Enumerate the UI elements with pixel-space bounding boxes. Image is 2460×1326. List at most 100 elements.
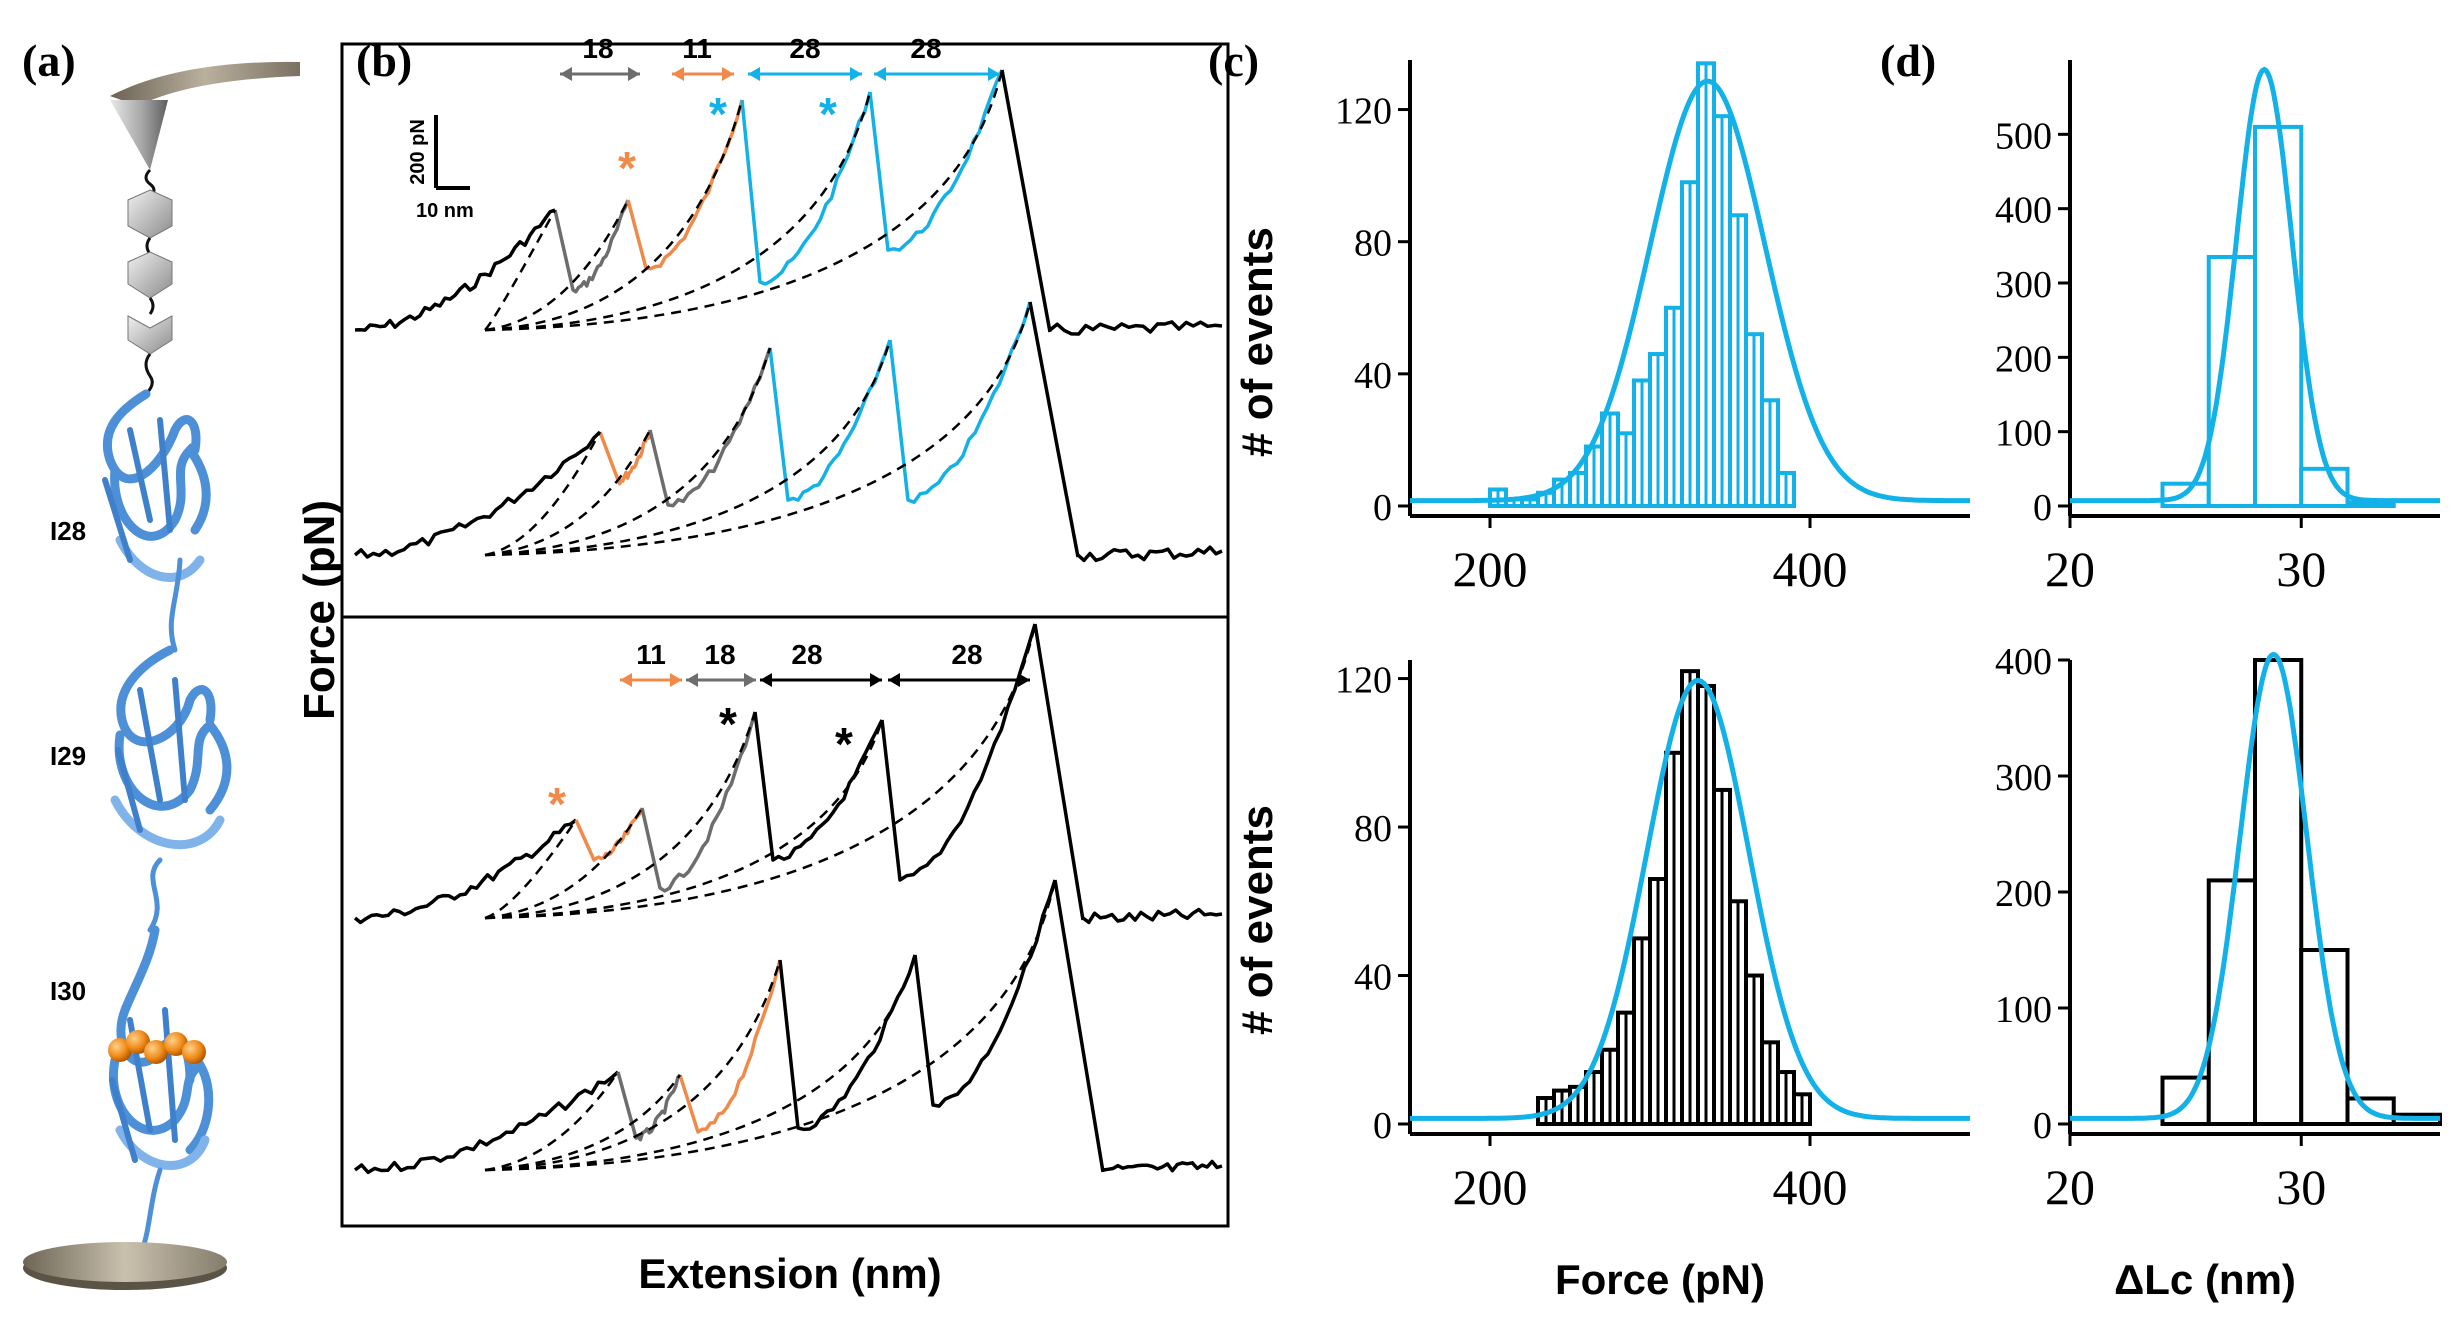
gaussian-fit-d-top <box>2070 66 2440 504</box>
trace-3-detach <box>1033 623 1085 921</box>
trace-2-detach <box>1028 301 1080 558</box>
trace-3-wlc-fit-1 <box>484 807 644 920</box>
trace-2-wlc-fit-1 <box>484 429 652 557</box>
panel-c-x-label: Force (pN) <box>1555 1256 1765 1303</box>
y-tick-label-d-bottom-0: 0 <box>2033 1105 2052 1147</box>
trace-3-baseline <box>353 818 578 925</box>
marker-black-bottom-2: * <box>835 718 853 770</box>
trace-1-wlc-fit-3 <box>484 91 872 332</box>
y-tick-label-d-bottom-100: 100 <box>1995 989 2052 1031</box>
trace-2-wlc-fit-0 <box>484 431 602 557</box>
trace-2-wlc-fit-3 <box>484 339 892 557</box>
y-tick-label-c-bottom-0: 0 <box>1373 1105 1392 1147</box>
contour-length-increments: 18 11 28 28 11 18 28 28 <box>582 33 982 670</box>
trace-2-peak-3 <box>888 301 1032 505</box>
i29-domain-icon <box>110 645 232 933</box>
histogram-d-bottom: 0 100 200 300 400 20 30 <box>1995 641 2442 1215</box>
y-tick-label-d-top-200: 200 <box>1995 338 2052 380</box>
y-tick-label-c-top-120: 120 <box>1335 91 1392 133</box>
trace-2-peak-1 <box>648 347 772 508</box>
histogram-c-bottom: 0 40 80 120 200 400 <box>1335 660 1970 1215</box>
trace-4-tail <box>1102 1159 1223 1173</box>
trace-1-wlc-fit-0 <box>484 209 557 331</box>
trace-2-wlc-fit-4 <box>484 301 1032 557</box>
cantilever-icon <box>110 61 300 106</box>
trace-4-wlc-fit-3 <box>484 954 917 1172</box>
histogram-d-top: 0 100 200 300 400 500 20 30 <box>1995 60 2440 597</box>
trace-3-wlc-fit-4 <box>484 623 1037 920</box>
trace-4-peak-0 <box>616 1071 682 1142</box>
y-tick-label-d-bottom-300: 300 <box>1995 757 2052 799</box>
bar-d-top-29 <box>2253 124 2304 509</box>
gaussian-fit-c-bottom <box>1410 677 1970 1121</box>
trace-2-baseline <box>353 430 602 559</box>
y-tick-label-d-bottom-400: 400 <box>1995 641 2052 683</box>
y-tick-label-c-top-40: 40 <box>1354 355 1392 397</box>
x-tick-label-d-top-30: 30 <box>2276 541 2326 597</box>
panel-b: (b) Force (pN) Extension (nm) 200 pN 10 … <box>295 33 1230 1297</box>
x-tick-label-c-top-200: 200 <box>1453 541 1528 597</box>
panel-a: (a) I28 I29 <box>22 35 300 1290</box>
panel-b-y-label: Force (pN) <box>295 500 344 720</box>
substrate-icon <box>23 1242 227 1290</box>
afm-tip-icon <box>110 100 168 170</box>
trace-4-peak-1 <box>678 959 782 1134</box>
marker-orange-top: * <box>618 142 636 194</box>
trace-3-peak-1 <box>640 711 757 893</box>
y-tick-label-d-bottom-200: 200 <box>1995 873 2052 915</box>
trace-2-peak-0 <box>598 429 652 486</box>
trace-3-tail <box>1081 907 1223 925</box>
x-tick-label-d-bottom-30: 30 <box>2276 1159 2326 1215</box>
y-tick-label-d-top-0: 0 <box>2033 487 2052 529</box>
panel-b-frame <box>340 42 1230 1228</box>
scale-length-label: 10 nm <box>416 200 474 222</box>
x-tick-label-c-top-400: 400 <box>1773 541 1848 597</box>
trace-4-detach <box>1053 879 1105 1173</box>
bar-d-bottom-29 <box>2253 658 2304 1126</box>
y-tick-label-c-bottom-40: 40 <box>1354 957 1392 999</box>
trace-4-wlc-fit-1 <box>484 1074 682 1172</box>
increment-label-bottom-4: 28 <box>951 639 982 670</box>
y-tick-label-d-top-400: 400 <box>1995 190 2052 232</box>
trace-4-baseline <box>353 1070 620 1175</box>
panel-label-a: (a) <box>22 35 76 86</box>
trace-3-peak-3 <box>880 623 1037 882</box>
trace-1-wlc-fit-1 <box>484 199 630 332</box>
trace-1-peak-0 <box>553 199 630 294</box>
increment-label-top-4: 28 <box>910 33 941 64</box>
x-tick-label-d-bottom-20: 20 <box>2045 1159 2095 1215</box>
panel-b-x-label: Extension (nm) <box>638 1250 941 1297</box>
increment-label-top-1: 18 <box>582 33 613 64</box>
trace-2-peak-2 <box>768 339 892 502</box>
y-tick-label-c-top-0: 0 <box>1373 487 1392 529</box>
panel-d-x-label: ΔLc (nm) <box>2114 1256 2296 1303</box>
y-tick-label-c-bottom-120: 120 <box>1335 660 1392 702</box>
scale-bar: 200 pN 10 nm <box>407 115 474 222</box>
i29-label: I29 <box>50 741 86 771</box>
metal-ions-icon <box>108 1030 206 1064</box>
x-tick-label-d-top-20: 20 <box>2045 541 2095 597</box>
marker-black-bottom-1: * <box>719 698 737 750</box>
x-tick-label-c-bottom-400: 400 <box>1773 1159 1848 1215</box>
increment-label-bottom-3: 28 <box>791 639 822 670</box>
panel-c-bottom-y-label: # of events <box>1233 805 1282 1035</box>
trace-4-wlc-fit-2 <box>484 959 782 1172</box>
trace-4-wlc-fit-0 <box>484 1071 620 1172</box>
i28-domain-icon <box>102 389 211 653</box>
arrow-top-3-heads <box>748 67 862 81</box>
force-extension-traces <box>353 67 1223 1175</box>
linker-modules-icon <box>127 189 173 396</box>
trace-3-peak-2 <box>753 711 884 862</box>
gaussian-fit-c-top <box>1410 78 1970 504</box>
increment-label-bottom-1: 11 <box>636 639 666 670</box>
increment-label-top-3: 28 <box>789 33 820 64</box>
y-tick-label-d-top-100: 100 <box>1995 413 2052 455</box>
trace-4-peak-3 <box>913 879 1057 1108</box>
trace-3-wlc-fit-0 <box>484 819 578 920</box>
histogram-c-top: 0 40 80 120 200 400 <box>1335 60 1970 597</box>
increment-label-bottom-2: 18 <box>704 639 735 670</box>
trace-2-tail <box>1076 545 1223 563</box>
increment-label-top-2: 11 <box>682 33 712 64</box>
